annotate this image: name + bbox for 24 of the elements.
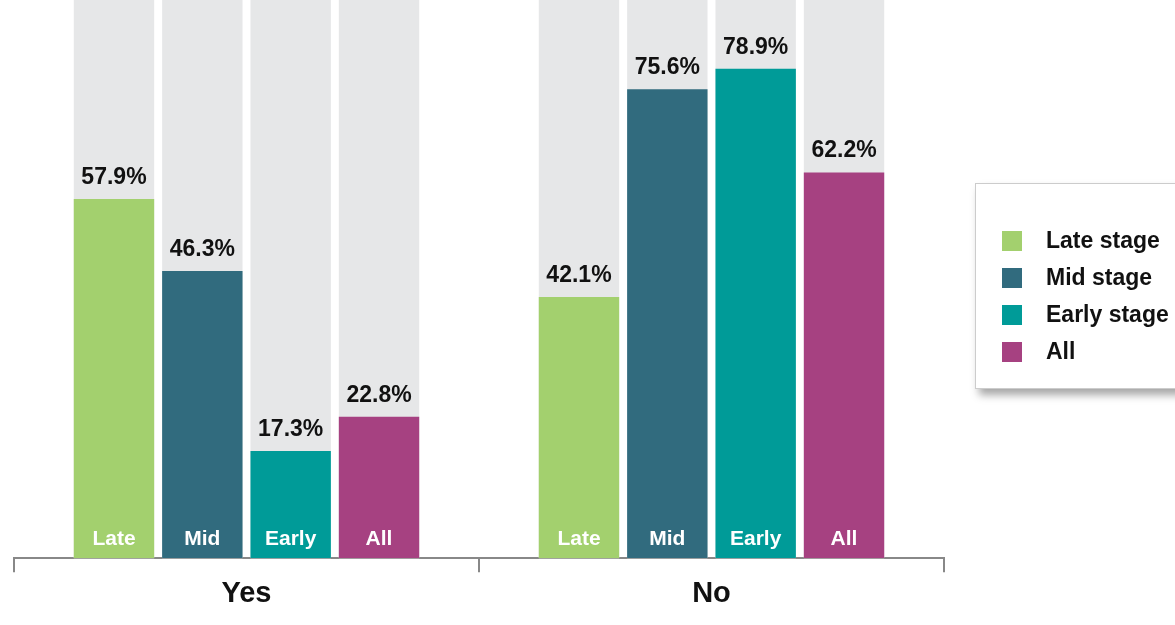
legend-label: All bbox=[1046, 338, 1076, 365]
data-label: 42.1% bbox=[546, 260, 612, 287]
data-label: 17.3% bbox=[258, 414, 324, 441]
data-label: 75.6% bbox=[634, 53, 700, 80]
x-tick-label: Yes bbox=[221, 575, 272, 608]
annotation: Early bbox=[264, 526, 317, 550]
data-label: 62.2% bbox=[811, 136, 877, 163]
annotation: Late bbox=[92, 526, 136, 550]
annotation: Mid bbox=[184, 526, 221, 550]
annotation: All bbox=[365, 526, 393, 550]
legend-label: Mid stage bbox=[1046, 264, 1153, 291]
data-label: 57.9% bbox=[81, 162, 147, 189]
data-label: 46.3% bbox=[169, 234, 235, 261]
bar bbox=[338, 416, 420, 559]
legend-label: Late stage bbox=[1046, 227, 1160, 254]
legend-label: Early stage bbox=[1046, 301, 1169, 328]
annotation: All bbox=[830, 526, 858, 550]
annotation: Mid bbox=[649, 526, 686, 550]
annotation: Early bbox=[729, 526, 782, 550]
x-tick-label: No bbox=[692, 575, 731, 608]
data-label: 78.9% bbox=[723, 32, 789, 59]
bar bbox=[250, 450, 331, 559]
annotation: Late bbox=[557, 526, 601, 550]
data-label: 22.8% bbox=[346, 380, 412, 407]
